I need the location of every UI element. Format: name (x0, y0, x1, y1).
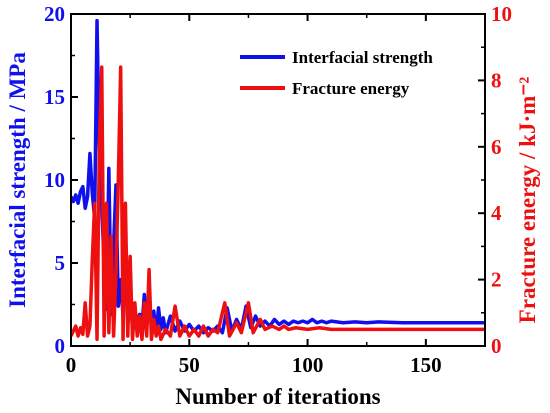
series-line-fracture-energy (71, 65, 485, 342)
y-right-tick-label: 2 (491, 268, 502, 292)
y-left-tick-label: 5 (55, 251, 66, 275)
y-right-tick-label: 8 (491, 68, 502, 92)
x-tick-label: 150 (410, 353, 442, 377)
y-left-tick-label: 10 (44, 168, 65, 192)
series-line-interfacial-strength (71, 18, 485, 337)
ticks-layer: 0 50 100 150 0 5 10 15 20 0 2 4 6 8 10 (44, 2, 512, 377)
y-right-tick-label: 0 (491, 334, 502, 358)
legend: Interfacial strength Fracture energy (240, 48, 433, 98)
y-right-tick-label: 10 (491, 2, 512, 26)
x-tick-label: 100 (292, 353, 324, 377)
legend-label-interfacial-strength: Interfacial strength (292, 48, 433, 67)
y-left-tick-label: 20 (44, 2, 65, 26)
y-left-tick-label: 15 (44, 85, 65, 109)
y-right-tick-label: 6 (491, 135, 502, 159)
y-right-tick-label: 4 (491, 201, 502, 225)
y-axis-title-left: Interfacial strength / MPa (5, 52, 30, 308)
legend-label-fracture-energy: Fracture energy (292, 79, 410, 98)
series-layer (71, 18, 485, 342)
x-tick-label: 50 (179, 353, 200, 377)
y-axis-title-right: Fracture energy / kJ·m⁻² (515, 77, 540, 324)
x-axis-title: Number of iterations (175, 384, 380, 409)
y-left-tick-label: 0 (55, 334, 66, 358)
x-tick-label: 0 (66, 353, 77, 377)
